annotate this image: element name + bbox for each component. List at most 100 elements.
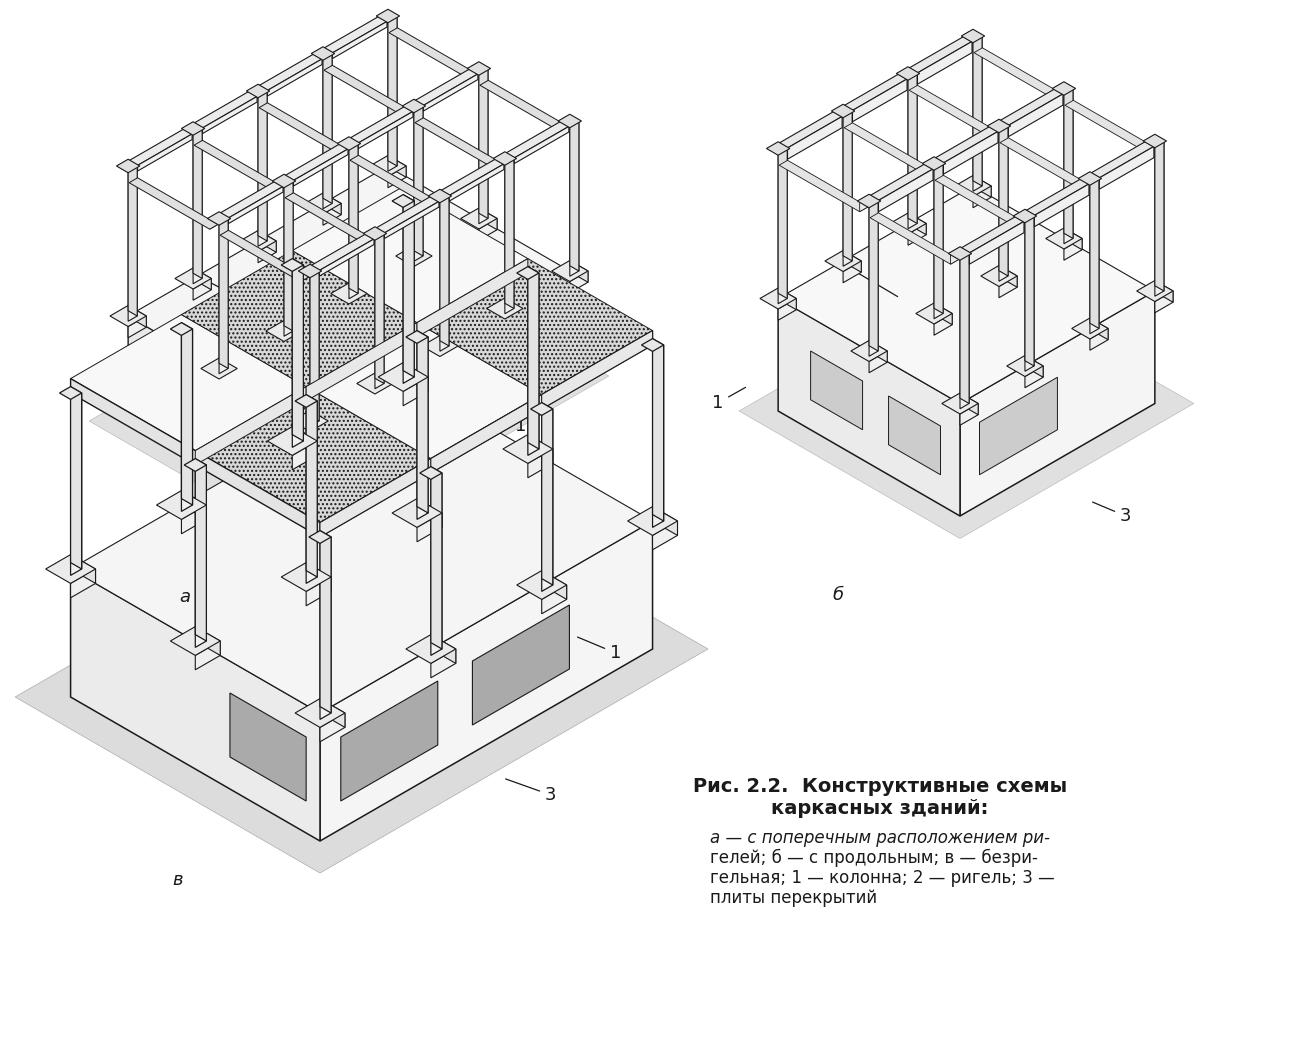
Polygon shape: [505, 158, 514, 314]
Polygon shape: [1089, 318, 1108, 340]
Polygon shape: [528, 449, 553, 477]
Polygon shape: [267, 59, 322, 96]
Text: каркасных зданий:: каркасных зданий:: [772, 798, 988, 817]
Polygon shape: [310, 421, 328, 442]
Polygon shape: [366, 228, 384, 239]
Polygon shape: [292, 187, 528, 322]
Polygon shape: [89, 248, 608, 548]
Polygon shape: [908, 213, 926, 234]
Polygon shape: [219, 369, 237, 391]
Polygon shape: [196, 641, 220, 670]
Polygon shape: [560, 116, 578, 127]
Polygon shape: [415, 69, 477, 106]
Polygon shape: [406, 635, 455, 663]
Polygon shape: [323, 204, 341, 225]
Polygon shape: [1154, 281, 1172, 302]
Polygon shape: [973, 31, 982, 186]
Polygon shape: [170, 626, 220, 656]
Polygon shape: [516, 570, 567, 600]
Polygon shape: [479, 208, 497, 230]
Polygon shape: [388, 16, 397, 171]
Polygon shape: [1054, 83, 1073, 94]
Polygon shape: [955, 175, 991, 196]
Polygon shape: [960, 253, 969, 409]
Polygon shape: [934, 303, 952, 325]
Polygon shape: [418, 259, 528, 337]
Polygon shape: [999, 276, 1017, 298]
Text: плиты перекрытий: плиты перекрытий: [709, 889, 877, 907]
Text: б: б: [833, 586, 843, 604]
Polygon shape: [70, 377, 652, 713]
Polygon shape: [396, 245, 432, 266]
Polygon shape: [392, 194, 414, 207]
Polygon shape: [349, 294, 367, 316]
Polygon shape: [1089, 178, 1099, 334]
Polygon shape: [1035, 184, 1089, 227]
Polygon shape: [70, 554, 96, 583]
Polygon shape: [869, 201, 878, 356]
Polygon shape: [935, 127, 997, 163]
Polygon shape: [890, 213, 926, 234]
Polygon shape: [960, 291, 1154, 516]
Polygon shape: [182, 121, 205, 135]
Polygon shape: [415, 118, 503, 169]
Polygon shape: [1064, 89, 1073, 244]
Polygon shape: [870, 164, 933, 201]
Polygon shape: [337, 136, 361, 150]
Polygon shape: [403, 362, 428, 392]
Polygon shape: [294, 699, 345, 728]
Polygon shape: [1016, 210, 1023, 227]
Polygon shape: [375, 233, 384, 389]
Polygon shape: [960, 248, 969, 403]
Polygon shape: [542, 402, 553, 585]
Polygon shape: [292, 441, 318, 470]
Polygon shape: [1025, 366, 1043, 388]
Text: 1: 1: [577, 637, 621, 662]
Polygon shape: [486, 298, 523, 319]
Polygon shape: [441, 159, 503, 195]
Polygon shape: [449, 164, 503, 201]
Polygon shape: [306, 395, 318, 577]
Polygon shape: [389, 27, 477, 79]
Polygon shape: [349, 138, 358, 294]
Polygon shape: [331, 283, 367, 304]
Polygon shape: [275, 175, 293, 186]
Polygon shape: [1052, 81, 1075, 95]
Polygon shape: [999, 126, 1008, 281]
Polygon shape: [414, 256, 432, 278]
Polygon shape: [1045, 228, 1082, 249]
Polygon shape: [170, 322, 192, 336]
Text: 2: 2: [842, 258, 898, 297]
Polygon shape: [857, 194, 881, 208]
Polygon shape: [479, 219, 497, 241]
Polygon shape: [405, 100, 423, 111]
Polygon shape: [305, 193, 341, 214]
Polygon shape: [505, 308, 523, 331]
Polygon shape: [292, 265, 303, 448]
Text: 3: 3: [1092, 502, 1131, 525]
Polygon shape: [981, 265, 1017, 286]
Polygon shape: [310, 411, 328, 432]
Polygon shape: [420, 467, 442, 479]
Polygon shape: [440, 336, 458, 357]
Text: 3: 3: [433, 547, 481, 572]
Polygon shape: [987, 119, 1010, 133]
Polygon shape: [110, 305, 147, 326]
Polygon shape: [652, 507, 677, 535]
Polygon shape: [1091, 142, 1154, 178]
Polygon shape: [506, 121, 569, 158]
Polygon shape: [320, 530, 331, 713]
Polygon shape: [182, 505, 206, 533]
Polygon shape: [1064, 239, 1082, 260]
Polygon shape: [193, 129, 202, 284]
Polygon shape: [311, 234, 374, 270]
Polygon shape: [1154, 136, 1163, 291]
Polygon shape: [1000, 138, 1089, 189]
Polygon shape: [306, 322, 542, 458]
Polygon shape: [301, 265, 309, 282]
Polygon shape: [1065, 100, 1154, 152]
Polygon shape: [324, 17, 387, 53]
Polygon shape: [1071, 318, 1108, 339]
Polygon shape: [320, 521, 652, 841]
Polygon shape: [778, 299, 796, 320]
